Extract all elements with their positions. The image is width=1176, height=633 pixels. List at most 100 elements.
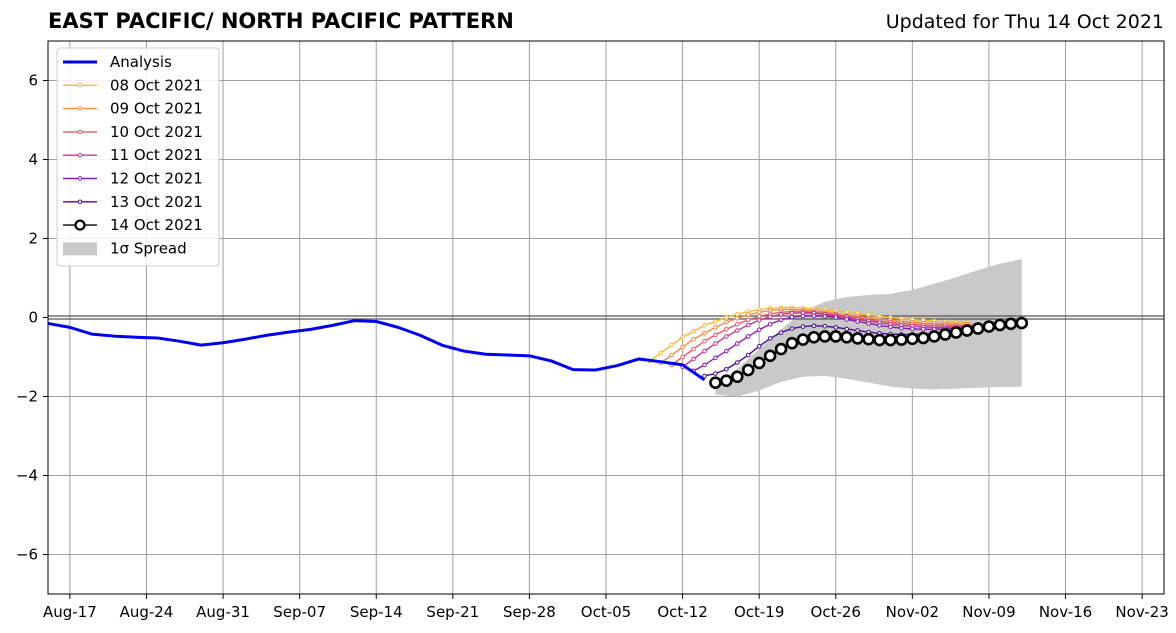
forecast-point — [745, 317, 751, 323]
forecast-point — [1004, 317, 1018, 331]
forecast-line — [682, 312, 979, 368]
forecast-point — [691, 336, 696, 342]
x-tick-label: Nov-23 — [1115, 603, 1168, 621]
x-tick-label: Aug-17 — [43, 603, 97, 621]
forecast-point — [800, 324, 806, 329]
forecast-point — [752, 356, 766, 370]
x-tick-label: Sep-21 — [426, 603, 479, 621]
forecast-point — [741, 363, 755, 377]
forecast-point — [734, 321, 740, 327]
forecast-point — [713, 355, 718, 361]
legend-marker — [77, 83, 83, 88]
x-tick-label: Sep-14 — [350, 603, 403, 621]
zero-line — [48, 315, 1164, 320]
forecast-point — [789, 326, 795, 331]
forecast-point — [720, 374, 733, 388]
forecast-point — [949, 326, 963, 339]
forecast-point — [811, 323, 817, 329]
forecast-point — [680, 354, 685, 360]
forecast-point — [910, 326, 915, 332]
forecast-point — [840, 330, 854, 344]
forecast-point — [927, 330, 941, 343]
forecast-point — [680, 344, 685, 350]
forecast-point — [844, 317, 850, 322]
forecast-point — [818, 330, 832, 343]
forecast-point — [833, 325, 839, 330]
forecast-point — [785, 336, 799, 350]
y-tick-label: 6 — [28, 72, 38, 90]
legend-label: 14 Oct 2021 — [110, 216, 203, 234]
forecast-point — [745, 334, 751, 339]
forecast-point — [756, 344, 762, 349]
x-tick-label: Oct-05 — [581, 603, 631, 621]
forecast-point — [680, 334, 685, 340]
forecast-point — [807, 330, 821, 344]
legend-marker — [77, 199, 83, 205]
forecast-point — [724, 319, 729, 325]
legend-label: 13 Oct 2021 — [110, 193, 203, 211]
forecast-point — [702, 331, 707, 336]
spread-area — [715, 259, 1022, 397]
forecast-point — [734, 360, 740, 365]
forecast-point — [691, 346, 696, 352]
forecast-point — [713, 325, 718, 330]
forecast-point — [971, 322, 985, 335]
y-tick-label: −4 — [16, 467, 38, 485]
forecast-point — [778, 317, 784, 323]
forecast-point — [691, 356, 696, 362]
forecast-point — [906, 332, 919, 346]
forecast-point — [734, 341, 740, 346]
legend-marker — [74, 219, 86, 231]
y-tick-label: 0 — [28, 309, 38, 327]
forecast-point — [702, 373, 707, 379]
forecast-point — [734, 328, 740, 333]
y-tick-label: −6 — [16, 546, 38, 564]
forecast-point — [702, 338, 707, 344]
forecast-point — [669, 352, 674, 358]
forecast-point — [756, 314, 762, 319]
forecast-point — [877, 323, 882, 328]
forecast-point — [763, 349, 777, 363]
forecast-point — [767, 314, 773, 320]
forecast-point — [862, 332, 875, 346]
forecast-point — [730, 370, 744, 384]
forecast-point — [724, 334, 729, 339]
legend-label: 09 Oct 2021 — [110, 100, 203, 118]
x-tick-label: Oct-12 — [657, 603, 707, 621]
forecast-point — [811, 313, 817, 318]
forecast-point — [702, 323, 707, 328]
analysis-line — [47, 319, 706, 382]
x-tick-label: Sep-07 — [273, 603, 326, 621]
y-tick-label: 2 — [28, 230, 38, 248]
forecast-point — [713, 341, 718, 346]
x-tick-label: Nov-16 — [1039, 603, 1092, 621]
x-tick-label: Nov-09 — [962, 603, 1015, 621]
legend-box — [56, 47, 220, 267]
forecast-point — [756, 310, 762, 315]
x-tick-label: Aug-31 — [196, 603, 250, 621]
legend-label: 11 Oct 2021 — [110, 146, 203, 164]
forecast-point — [829, 330, 843, 343]
forecast-point — [844, 326, 850, 332]
forecast-point — [960, 324, 974, 337]
legend-label: 10 Oct 2021 — [110, 123, 203, 141]
legend-swatch — [63, 242, 97, 256]
x-tick-label: Aug-24 — [120, 603, 174, 621]
legend: Analysis 08 Oct 2021 09 Oct 2021 10 Oct 202… — [56, 47, 220, 267]
forecast-point — [669, 342, 674, 348]
forecast-point — [767, 321, 773, 327]
forecast-point — [756, 317, 762, 323]
legend-label: 1σ Spread — [110, 239, 187, 257]
forecast-point — [920, 327, 926, 332]
legend-label: Analysis — [110, 53, 172, 71]
forecast-point — [822, 314, 828, 319]
forecast-point — [866, 321, 871, 326]
forecast-point — [789, 310, 795, 316]
forecast-point — [916, 331, 930, 345]
spread-band — [715, 259, 1022, 397]
forecast-point — [938, 328, 952, 341]
legend-marker — [77, 152, 83, 158]
grid — [48, 41, 1164, 594]
forecast-point — [702, 348, 707, 354]
